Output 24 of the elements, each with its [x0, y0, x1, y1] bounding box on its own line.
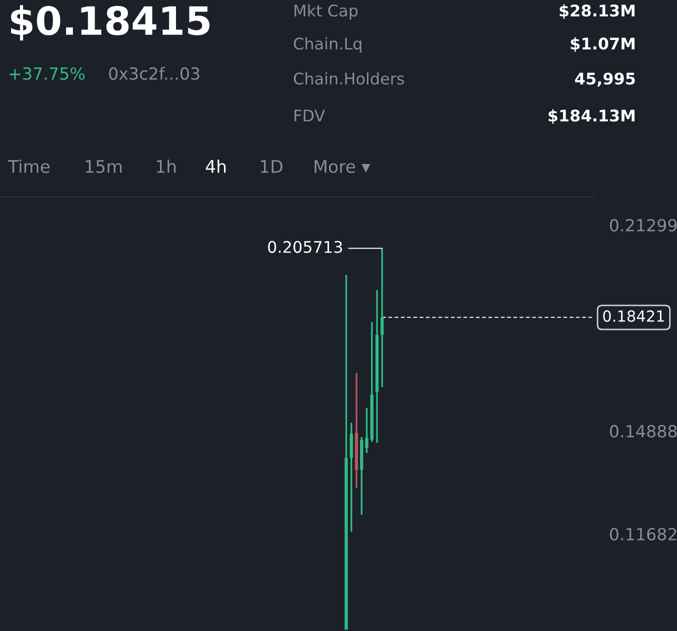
text: 1h: [156, 160, 176, 173]
y-tick-label: 0.21299: [610, 218, 677, 232]
candlestick: [365, 407, 368, 454]
text: 15m: [86, 160, 122, 174]
candlestick: [380, 248, 384, 388]
text: 4h: [206, 160, 226, 173]
text: Time: [8, 160, 50, 174]
annotation: 0.205713: [268, 240, 342, 253]
text: $1.07M: [570, 37, 635, 52]
text: $184.13M: [548, 109, 635, 124]
text: 0x3c2f...03: [109, 66, 200, 80]
text: Chain.Holders: [294, 72, 404, 85]
text: More ▾: [314, 160, 370, 174]
text: Chain.Lq: [294, 37, 362, 53]
text: $28.13M: [560, 4, 635, 19]
text: 45,995: [575, 72, 635, 87]
chart-title: $0.18415: [11, 5, 210, 40]
text: 1D: [260, 160, 282, 173]
text: FDV: [294, 110, 325, 122]
text: +37.75%: [10, 67, 85, 80]
y-tick-label: 0.11682: [610, 528, 676, 540]
y-tick-label: 0.14888: [610, 424, 677, 438]
text: Mkt Cap: [294, 4, 358, 20]
ref-line-label: 0.18421: [603, 310, 664, 322]
